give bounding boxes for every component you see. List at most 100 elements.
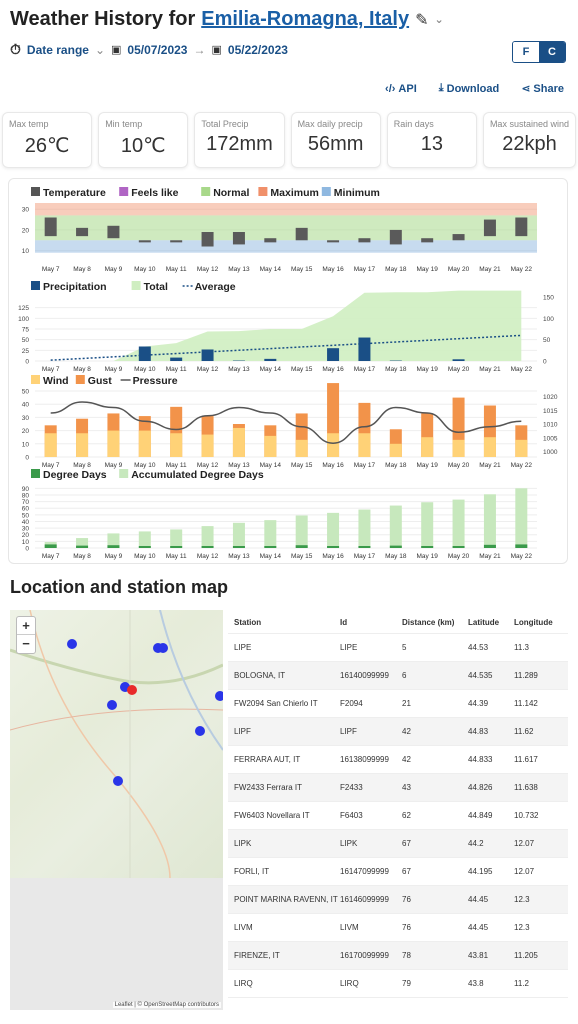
- table-cell: 44.195: [468, 867, 493, 876]
- x-tick-label: May 9: [105, 266, 123, 273]
- table-cell: 44.849: [468, 811, 493, 820]
- station-marker[interactable]: [113, 776, 123, 786]
- temperature-bar: [138, 240, 151, 243]
- precip-bar: [358, 337, 371, 361]
- table-cell: LIPE: [340, 643, 358, 652]
- stopwatch-icon: ⏱: [10, 41, 21, 57]
- table-cell: 42: [402, 755, 411, 764]
- legend-label: Feels like: [131, 187, 178, 199]
- unit-c-button[interactable]: C: [539, 42, 565, 62]
- x-tick-label: May 17: [354, 266, 376, 273]
- degree-day-bar: [107, 545, 120, 548]
- y-tick-label-right: 1000: [543, 449, 558, 456]
- end-date[interactable]: 05/22/2023: [227, 42, 288, 57]
- download-button[interactable]: ⤓ Download: [439, 82, 499, 95]
- unit-f-button[interactable]: F: [513, 42, 539, 62]
- wind-bar: [76, 433, 89, 457]
- legend-swatch: [258, 187, 268, 196]
- share-button[interactable]: ⋖ Share: [521, 82, 564, 96]
- stat-value: 26℃: [24, 135, 70, 157]
- table-row[interactable]: FW6403 Novellara IT F6403 62 44.849 10.732: [228, 802, 568, 830]
- zoom-in-button[interactable]: +: [17, 617, 35, 635]
- temperature-bar: [44, 217, 57, 237]
- table-row[interactable]: LIPF LIPF 42 44.83 11.62: [228, 718, 568, 746]
- table-row[interactable]: FW2094 San Chierlo IT F2094 21 44.39 11.142: [228, 690, 568, 718]
- station-map[interactable]: + − Leaflet | © OpenStreetMap contributo…: [10, 610, 223, 1010]
- y-tick-label: 30: [22, 526, 30, 533]
- table-cell: 67: [402, 839, 411, 848]
- y-tick-label: 30: [22, 207, 30, 214]
- accumulated-degree-bar: [76, 538, 89, 548]
- table-cell: 44.83: [468, 727, 489, 736]
- stat-value: 10℃: [120, 135, 166, 157]
- table-cell: 79: [402, 979, 411, 988]
- legend-swatch: [31, 375, 40, 384]
- x-tick-label: May 8: [73, 266, 91, 273]
- y-tick-label-right: 1005: [543, 435, 558, 442]
- wind-bar: [264, 435, 277, 457]
- degree-day-bar: [327, 546, 340, 548]
- header-longitude[interactable]: Longitude: [514, 618, 553, 627]
- x-tick-label: May 20: [448, 366, 470, 373]
- station-marker[interactable]: [107, 700, 117, 710]
- table-row[interactable]: LIPE LIPE 5 44.53 11.3: [228, 634, 568, 662]
- x-tick-label: May 15: [291, 266, 313, 273]
- start-date[interactable]: 05/07/2023: [127, 42, 188, 57]
- table-row[interactable]: POINT MARINA RAVENN, IT 16146099999 76 44.4…: [228, 886, 568, 914]
- table-cell: F6403: [340, 811, 363, 820]
- precip-bar: [170, 357, 183, 361]
- x-tick-label: May 9: [105, 366, 123, 373]
- map-attribution[interactable]: Leaflet | © OpenStreetMap contributors: [112, 1002, 221, 1008]
- stat-label: Total Precip: [201, 119, 249, 129]
- date-range-dropdown[interactable]: Date range: [26, 42, 89, 57]
- station-marker[interactable]: [195, 726, 205, 736]
- stat-label: Rain days: [393, 119, 434, 129]
- temperature-bar: [295, 227, 308, 241]
- table-cell: 43.81: [468, 951, 489, 960]
- table-row[interactable]: FIRENZE, IT 16170099999 78 43.81 11.205: [228, 942, 568, 970]
- degree-day-bar: [138, 546, 151, 548]
- x-tick-label: May 15: [291, 366, 313, 373]
- table-row[interactable]: FERRARA AUT, IT 16138099999 42 44.833 11.617: [228, 746, 568, 774]
- api-button[interactable]: ‹/› API: [385, 82, 417, 95]
- station-marker[interactable]: [158, 643, 168, 653]
- y-tick-label: 40: [22, 402, 30, 409]
- precip-bar: [452, 359, 465, 361]
- maximum-band: [35, 203, 537, 216]
- header-distance[interactable]: Distance (km): [402, 618, 455, 627]
- chevron-down-icon[interactable]: ⌄: [434, 14, 444, 26]
- table-cell: 44.535: [468, 671, 493, 680]
- y-tick-label: 60: [22, 506, 30, 513]
- x-tick-label: May 21: [479, 553, 501, 560]
- pencil-icon[interactable]: ✎: [415, 11, 429, 29]
- header-latitude[interactable]: Latitude: [468, 618, 500, 627]
- legend-swatch: [119, 469, 129, 478]
- table-row[interactable]: FW2433 Ferrara IT F2433 43 44.826 11.638: [228, 774, 568, 802]
- x-tick-label: May 18: [385, 266, 407, 273]
- location-marker[interactable]: [127, 685, 137, 695]
- zoom-out-button[interactable]: −: [22, 636, 30, 651]
- wind-bar: [170, 433, 183, 457]
- degree-day-bar: [44, 544, 57, 548]
- zoom-control: + −: [16, 616, 36, 654]
- table-row[interactable]: LIPK LIPK 67 44.2 12.07: [228, 830, 568, 858]
- location-link[interactable]: Emilia-Romagna, Italy: [201, 8, 410, 30]
- table-cell: FW2094 San Chierlo IT: [234, 699, 318, 708]
- table-row[interactable]: BOLOGNA, IT 16140099999 6 44.535 11.289: [228, 662, 568, 690]
- chevron-down-icon[interactable]: ⌄: [94, 42, 106, 57]
- header-id[interactable]: Id: [340, 618, 348, 627]
- degree-day-bar: [170, 546, 183, 548]
- table-cell: 44.45: [468, 923, 489, 932]
- table-row[interactable]: LIVM LIVM 76 44.45 12.3: [228, 914, 568, 942]
- x-tick-label: May 9: [105, 462, 123, 469]
- station-marker[interactable]: [67, 639, 77, 649]
- legend-swatch: [131, 281, 141, 290]
- map-tiles[interactable]: [10, 610, 223, 879]
- header-station[interactable]: Station: [234, 618, 262, 627]
- accumulated-degree-bar: [389, 505, 402, 548]
- table-row[interactable]: LIRQ LIRQ 79 43.8 11.2: [228, 970, 568, 998]
- x-tick-label: May 15: [291, 462, 313, 469]
- x-tick-label: May 22: [511, 553, 533, 560]
- station-marker[interactable]: [215, 691, 223, 701]
- table-row[interactable]: FORLI, IT 16147099999 67 44.195 12.07: [228, 858, 568, 886]
